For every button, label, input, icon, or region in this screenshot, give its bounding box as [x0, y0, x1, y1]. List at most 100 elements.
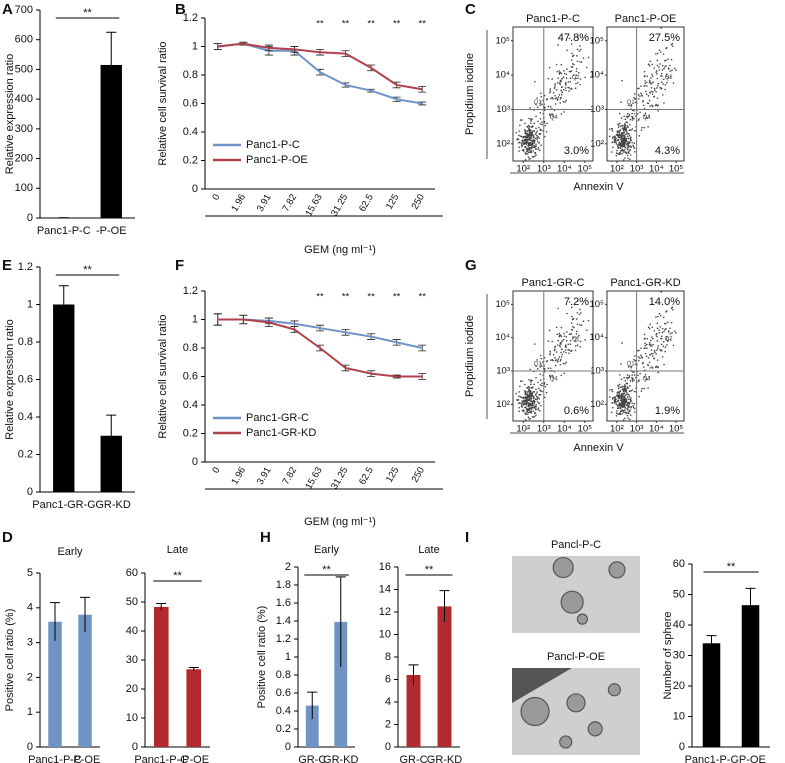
event-dot [534, 343, 536, 345]
lower-right-percent: 4.3% [655, 145, 680, 157]
y-tick-label: 10 [126, 712, 138, 724]
panel-label: E [2, 257, 12, 274]
y-tick-label: 0.6 [18, 373, 33, 385]
event-dot [648, 114, 650, 117]
event-dot [565, 77, 568, 80]
event-dot [544, 385, 546, 388]
event-dot [534, 398, 537, 400]
event-dot [538, 393, 541, 396]
event-dot [570, 88, 572, 90]
event-dot [633, 407, 636, 410]
y-tick-label: 10⁴ [589, 70, 604, 81]
event-dot [612, 406, 614, 409]
event-dot [657, 110, 659, 112]
event-dot [527, 156, 530, 158]
event-dot [550, 359, 552, 362]
event-dot [634, 98, 636, 100]
event-dot [652, 343, 654, 346]
event-dot [651, 366, 653, 368]
event-dot [527, 411, 530, 414]
y-tick-label: 60 [126, 567, 138, 579]
event-dot [551, 78, 553, 80]
event-dot [568, 37, 571, 40]
event-dot [653, 349, 656, 352]
event-dot [646, 337, 649, 340]
event-dot [622, 139, 624, 141]
event-dot [526, 409, 529, 412]
event-dot [637, 359, 640, 362]
y-tick-label: 100 [15, 182, 33, 194]
event-dot [530, 411, 533, 414]
lower-right-percent: 3.0% [564, 145, 589, 157]
event-dot [655, 333, 657, 336]
sphere [566, 693, 586, 713]
event-dot [548, 66, 551, 69]
x-tick-label: 10⁴ [649, 164, 664, 175]
event-dot [549, 352, 552, 354]
error-bar [156, 602, 167, 611]
event-dot [666, 344, 668, 346]
event-dot [629, 414, 632, 416]
event-dot [552, 91, 555, 94]
event-dot [648, 99, 651, 102]
event-dot [655, 103, 658, 106]
event-dot [671, 306, 674, 309]
event-dot [538, 149, 541, 152]
event-dot [644, 342, 646, 345]
event-dot [562, 76, 565, 78]
y-tick-label: 10⁵ [589, 35, 604, 46]
event-dot [560, 96, 562, 99]
event-dot [659, 51, 662, 54]
event-dot [561, 77, 563, 80]
event-dot [576, 60, 579, 63]
event-dot [550, 97, 552, 100]
event-dot [617, 145, 619, 148]
event-dot [560, 351, 562, 354]
event-dot [658, 312, 661, 315]
event-dot [521, 404, 523, 407]
event-dot [575, 340, 577, 342]
event-dot [531, 391, 534, 394]
event-dot [540, 95, 543, 98]
event-dot [617, 133, 619, 135]
image-title: Pancl-P-OE [547, 651, 605, 663]
event-dot [567, 348, 569, 351]
event-dot [530, 120, 532, 122]
event-dot [665, 75, 668, 78]
event-dot [549, 353, 551, 356]
event-dot [642, 366, 645, 368]
event-dot [549, 105, 552, 108]
event-dot [644, 80, 646, 82]
event-dot [645, 343, 648, 346]
event-dot [617, 126, 620, 129]
event-dot [557, 360, 559, 362]
event-dot [633, 358, 635, 361]
event-dot [519, 119, 522, 121]
y-tick-label: 0.2 [18, 448, 33, 460]
event-dot [628, 134, 631, 137]
event-dot [554, 83, 556, 85]
event-dot [561, 86, 563, 88]
event-dot [568, 352, 570, 354]
event-dot [619, 147, 622, 149]
event-dot [644, 373, 647, 376]
event-dot [532, 397, 535, 399]
event-dot [626, 132, 628, 135]
event-dot [620, 125, 623, 127]
quadrant-label: Q4 [550, 115, 559, 121]
y-tick-label: 10³ [590, 366, 604, 377]
event-dot [647, 95, 650, 97]
event-dot [616, 404, 619, 407]
event-dot [648, 376, 650, 378]
event-dot [623, 145, 626, 147]
event-dot [524, 396, 526, 399]
event-dot [559, 83, 562, 86]
upper-right-percent: 27.5% [649, 32, 680, 44]
event-dot [528, 125, 531, 128]
event-dot [563, 111, 565, 113]
event-dot [618, 392, 621, 395]
event-dot [621, 396, 624, 399]
bar [153, 606, 169, 747]
event-dot [637, 97, 640, 100]
event-dot [539, 354, 542, 357]
